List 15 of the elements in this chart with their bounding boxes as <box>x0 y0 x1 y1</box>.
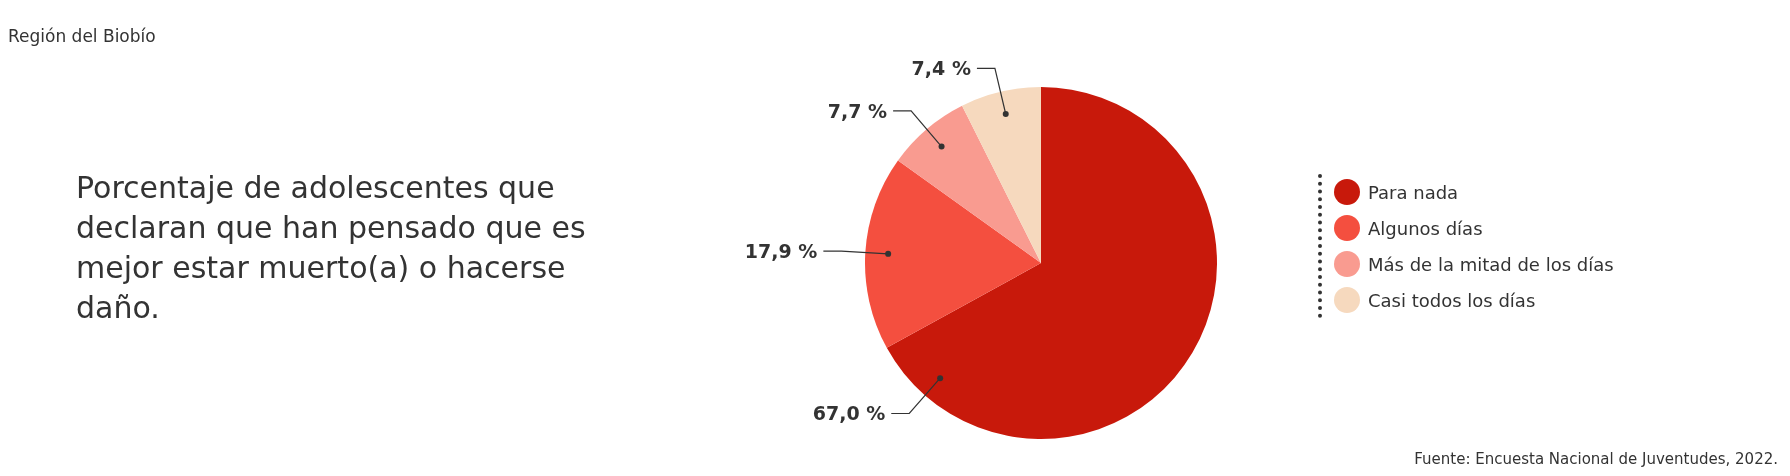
pie-slice <box>865 160 1041 348</box>
data-label: 17,9 % <box>744 240 818 263</box>
legend-label: Casi todos los días <box>1368 289 1536 311</box>
text: Región del Biobío <box>8 26 156 46</box>
data-label: 7,4 % <box>911 57 971 80</box>
data-label: 7,7 % <box>827 99 888 122</box>
pie-slice <box>886 87 1217 439</box>
legend-label: Para nada <box>1368 181 1459 203</box>
legend-label: Algunos días <box>1368 217 1483 239</box>
pie-slice <box>962 87 1041 263</box>
data-label: 67,0 % <box>812 402 886 425</box>
text: Porcentaje de adolescentes que declaran que han pensado que es mejor estar muerto(a) o hacerse daño. <box>76 169 587 327</box>
source-note: Fuente: Encuesta Nacional de Juventudes, 2022. <box>1414 450 1778 468</box>
pie-slice <box>897 105 1041 263</box>
legend-label: Más de la mitad de los días <box>1368 253 1614 275</box>
